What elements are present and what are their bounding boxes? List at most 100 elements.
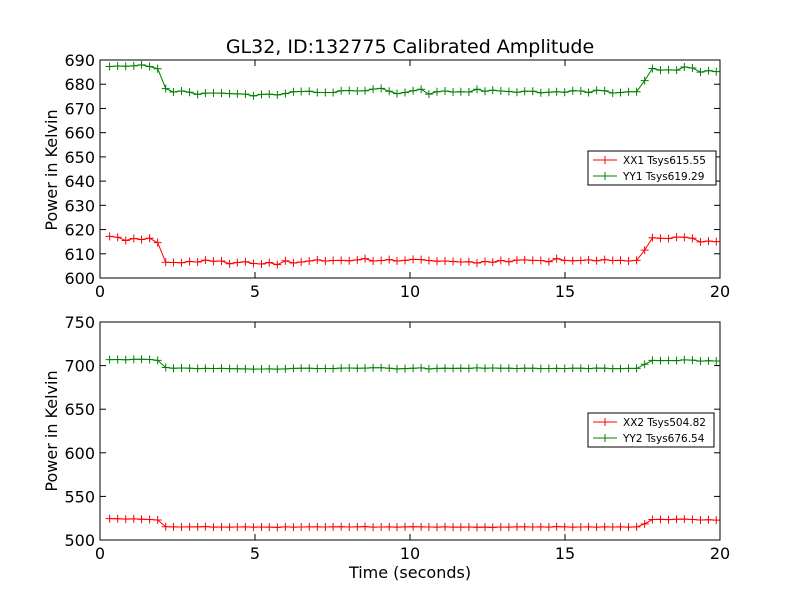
bottom-series-2-point [137,355,146,364]
top-series-1-point [544,257,553,266]
top-series-2-point [233,89,242,98]
top-series-2-point [353,87,362,96]
top-series-2-point [432,87,441,96]
bottom-y-tick-label: 500 [64,531,95,550]
bottom-series-1-point [424,523,433,532]
bottom-series-2-point [576,364,585,373]
top-series-2-point [417,85,426,94]
bottom-series-1-point [672,515,681,524]
top-series-2-point [209,88,218,97]
bottom-series-1-point [464,523,473,532]
bottom-legend-marker-2 [601,434,609,442]
bottom-series-2-point [409,364,418,373]
bottom-series-1-point [113,514,122,523]
top-series-1-point [608,256,617,265]
bottom-series-1-point [193,522,202,531]
bottom-series-2-point [225,364,234,373]
bottom-series-1-point [520,522,529,531]
bottom-series-2-point [281,364,290,373]
top-series-1-point [441,257,450,266]
bottom-series-1-point [512,522,521,531]
top-series-1-point [409,255,418,264]
top-y-tick-label: 620 [64,221,95,240]
bottom-series-2-point [584,364,593,373]
top-plot-area: 0 5 10 15 20 600 610 620 630 640 650 660 670 680 690 XX… [64,51,730,301]
bottom-series-1-point [472,523,481,532]
bottom-series-1-point [385,522,394,531]
bottom-series-2-point [648,356,657,365]
top-series-1-point [568,256,577,265]
top-series-1-point [305,257,314,266]
top-series-1-point [249,259,258,268]
top-series-2-point [712,67,721,76]
top-y-tick-label: 640 [64,172,95,191]
bottom-series-2-point [456,364,465,373]
top-series-1-point [321,257,330,266]
bottom-series-1-point [209,523,218,532]
bottom-series-2-point [680,355,689,364]
bottom-series-2-point [385,364,394,373]
top-series-2-point [121,62,130,71]
bottom-series-1-point [496,523,505,532]
top-series-1-point [449,257,458,266]
bottom-legend-box [587,412,715,448]
bottom-series-1-point [528,523,537,532]
bottom-series-2-point [488,364,497,373]
top-series-2-point [520,87,529,96]
bottom-series-1-point [409,522,418,531]
bottom-series-1-point [217,523,226,532]
bottom-series-1-point [257,523,266,532]
bottom-series-1-point [600,522,609,531]
bottom-series-1-point [664,515,673,524]
bottom-series-1-point [137,515,146,524]
top-series-1-point [185,257,194,266]
top-series-2-point [409,86,418,95]
bottom-y-tick-label: 650 [64,400,95,419]
top-series-2-point [688,63,697,72]
top-series-2-point [576,87,585,96]
bottom-series-1-point [584,522,593,531]
top-series-2-point [568,86,577,95]
top-y-tick-label: 670 [64,99,95,118]
bottom-series-2-point [313,364,322,373]
bottom-series-1-point [608,523,617,532]
bottom-series-1-point [680,515,689,524]
top-series-1-point [385,255,394,264]
bottom-series-1-point [712,516,721,525]
top-series-2-point [592,86,601,95]
bottom-series-1-point [185,522,194,531]
top-series-2-point [361,86,370,95]
top-series-2-point [528,87,537,96]
bottom-series-1-point [321,523,330,532]
top-series-2-point [672,66,681,75]
top-series-1-point [209,257,218,266]
bottom-series-2-point [153,356,162,365]
bottom-series-1-point [233,523,242,532]
bottom-series-1-point [640,519,649,528]
top-series-2-point [105,62,114,71]
top-series-1-point [712,237,721,246]
bottom-series-2-point [544,364,553,373]
top-x-tick-label: 10 [400,282,420,301]
top-series-2-point [345,86,354,95]
bottom-series-2-point [481,364,490,373]
bottom-series-2-point [624,364,633,373]
top-series-1-point [576,256,585,265]
top-series-1-point [456,258,465,267]
top-series-1-point [704,237,713,246]
bottom-series-1-point [441,522,450,531]
top-series-2-point [193,90,202,99]
bottom-series-2-point [265,364,274,373]
top-series-1-point [177,258,186,267]
bottom-series-1-point [704,515,713,524]
bottom-y-tick-label: 750 [64,313,95,332]
top-series-1-point [153,238,162,247]
top-series-2-point [512,88,521,97]
bottom-x-tick-label: 20 [710,544,730,563]
top-y-axis-label: Power in Kelvin [42,109,61,230]
top-series-2-point [584,88,593,97]
bottom-series-1-point [456,523,465,532]
bottom-series-1-point [361,522,370,531]
bottom-series-2-point [441,364,450,373]
bottom-series-2-point [217,364,226,373]
